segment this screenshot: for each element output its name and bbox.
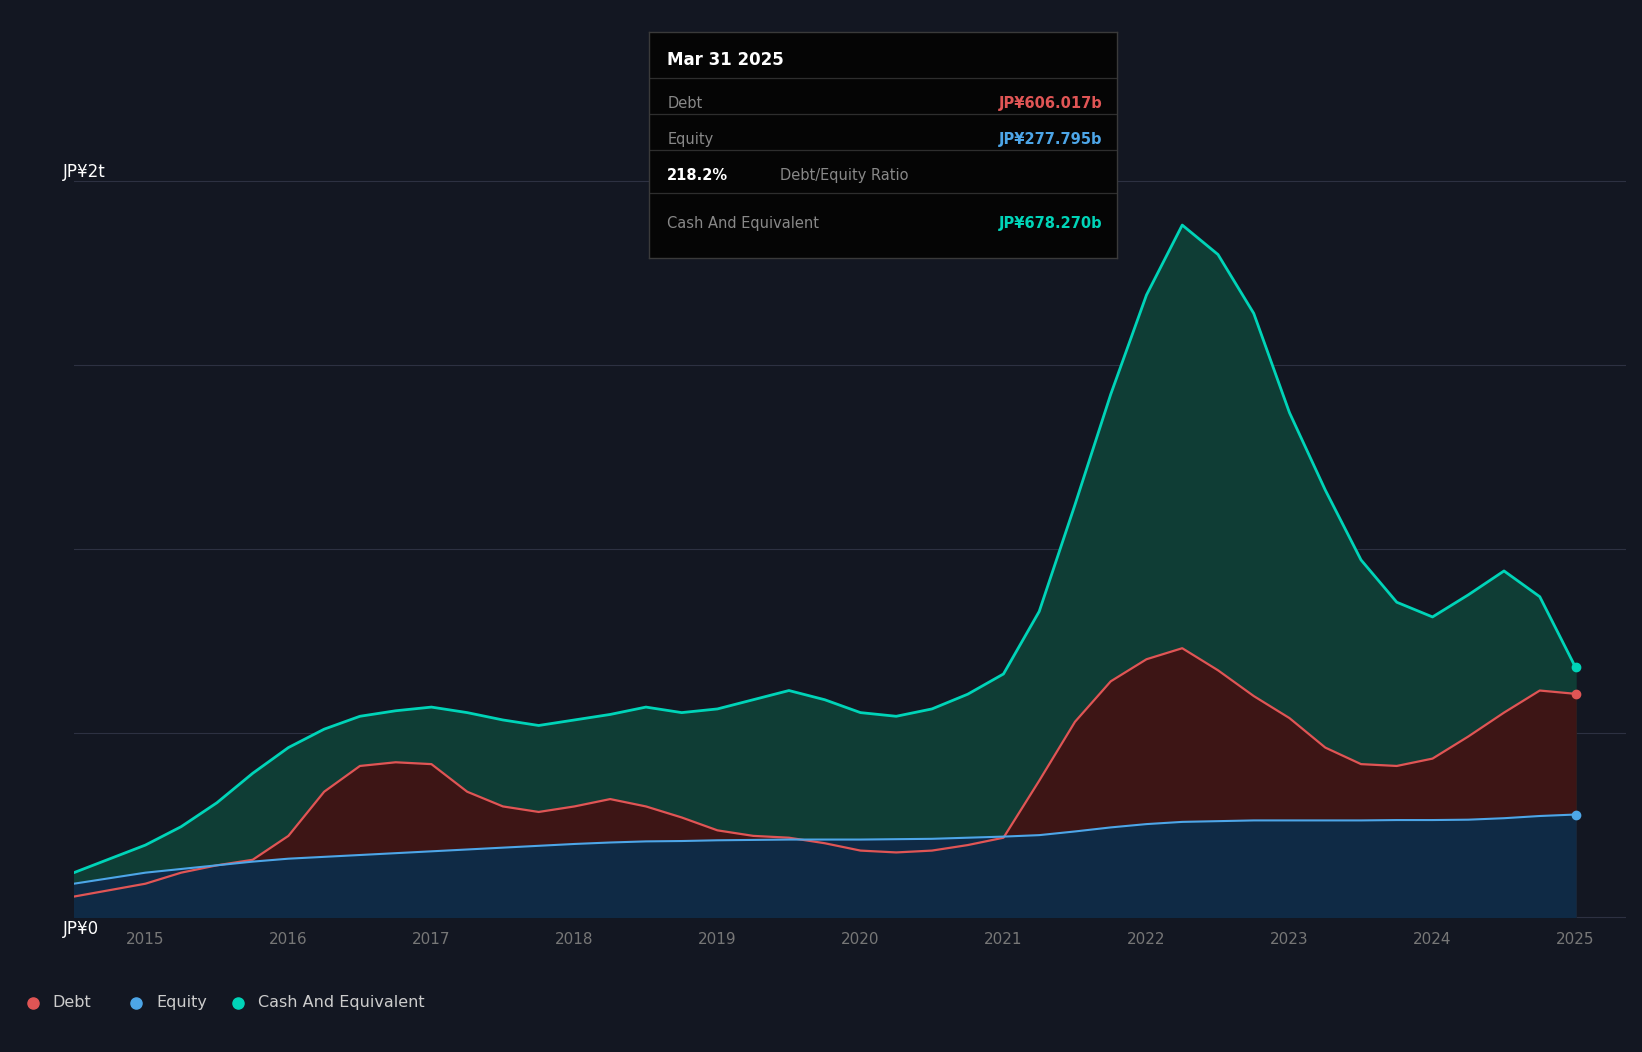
- Text: Debt: Debt: [667, 96, 703, 112]
- Text: Debt: Debt: [53, 995, 92, 1010]
- Text: 218.2%: 218.2%: [667, 168, 729, 183]
- Text: Cash And Equivalent: Cash And Equivalent: [667, 216, 819, 230]
- Text: JP¥2t: JP¥2t: [62, 163, 105, 181]
- Text: Debt/Equity Ratio: Debt/Equity Ratio: [780, 168, 908, 183]
- Text: Cash And Equivalent: Cash And Equivalent: [258, 995, 424, 1010]
- Text: JP¥277.795b: JP¥277.795b: [998, 133, 1102, 147]
- Text: Equity: Equity: [156, 995, 207, 1010]
- Text: JP¥678.270b: JP¥678.270b: [998, 216, 1102, 230]
- Text: Equity: Equity: [667, 133, 714, 147]
- Text: JP¥0: JP¥0: [62, 920, 99, 938]
- Text: Mar 31 2025: Mar 31 2025: [667, 50, 785, 68]
- Text: JP¥606.017b: JP¥606.017b: [998, 96, 1102, 112]
